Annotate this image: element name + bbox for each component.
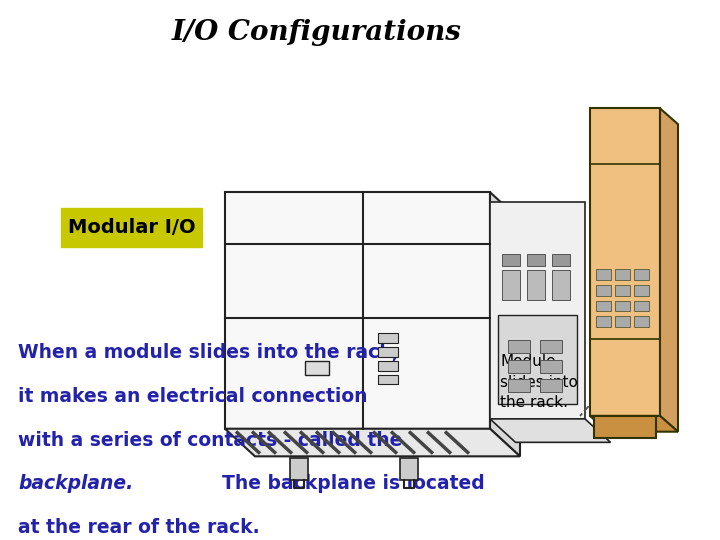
FancyBboxPatch shape: [305, 361, 329, 375]
FancyBboxPatch shape: [615, 301, 630, 312]
FancyBboxPatch shape: [527, 271, 545, 300]
FancyBboxPatch shape: [502, 254, 520, 266]
FancyBboxPatch shape: [540, 380, 562, 392]
Polygon shape: [590, 109, 660, 416]
Text: it makes an electrical connection: it makes an electrical connection: [18, 387, 367, 406]
FancyBboxPatch shape: [634, 269, 649, 280]
FancyBboxPatch shape: [508, 360, 530, 373]
FancyBboxPatch shape: [378, 375, 397, 384]
Text: with a series of contacts - called the: with a series of contacts - called the: [18, 430, 402, 450]
FancyBboxPatch shape: [508, 340, 530, 353]
Polygon shape: [594, 416, 656, 437]
FancyBboxPatch shape: [615, 316, 630, 327]
FancyBboxPatch shape: [290, 458, 308, 480]
FancyBboxPatch shape: [378, 333, 397, 343]
FancyBboxPatch shape: [502, 271, 520, 300]
FancyBboxPatch shape: [596, 316, 611, 327]
FancyBboxPatch shape: [400, 458, 418, 480]
FancyBboxPatch shape: [596, 285, 611, 296]
FancyBboxPatch shape: [596, 301, 611, 312]
FancyBboxPatch shape: [615, 269, 630, 280]
Text: at the rear of the rack.: at the rear of the rack.: [18, 518, 260, 537]
Text: slides into: slides into: [500, 375, 578, 390]
FancyBboxPatch shape: [634, 285, 649, 296]
FancyBboxPatch shape: [61, 207, 202, 247]
FancyBboxPatch shape: [552, 254, 570, 266]
FancyBboxPatch shape: [540, 360, 562, 373]
FancyBboxPatch shape: [615, 285, 630, 296]
Text: the rack.: the rack.: [500, 395, 568, 410]
Text: backplane.: backplane.: [18, 474, 133, 493]
FancyBboxPatch shape: [508, 380, 530, 392]
FancyBboxPatch shape: [378, 361, 397, 370]
Polygon shape: [490, 202, 585, 419]
FancyBboxPatch shape: [378, 347, 397, 357]
Text: Module: Module: [500, 354, 556, 369]
Polygon shape: [490, 419, 611, 442]
FancyBboxPatch shape: [634, 316, 649, 327]
Polygon shape: [490, 192, 520, 456]
FancyBboxPatch shape: [540, 340, 562, 353]
FancyBboxPatch shape: [498, 315, 577, 404]
FancyBboxPatch shape: [552, 271, 570, 300]
Polygon shape: [225, 429, 520, 456]
FancyBboxPatch shape: [634, 301, 649, 312]
FancyBboxPatch shape: [527, 254, 545, 266]
Text: I/O Configurations: I/O Configurations: [172, 18, 462, 45]
FancyBboxPatch shape: [596, 269, 611, 280]
Polygon shape: [590, 416, 678, 431]
Polygon shape: [225, 192, 490, 429]
Text: The backplane is located: The backplane is located: [222, 474, 485, 493]
Text: When a module slides into the rack,: When a module slides into the rack,: [18, 343, 399, 362]
Polygon shape: [660, 109, 678, 431]
Text: Modular I/O: Modular I/O: [68, 218, 195, 237]
